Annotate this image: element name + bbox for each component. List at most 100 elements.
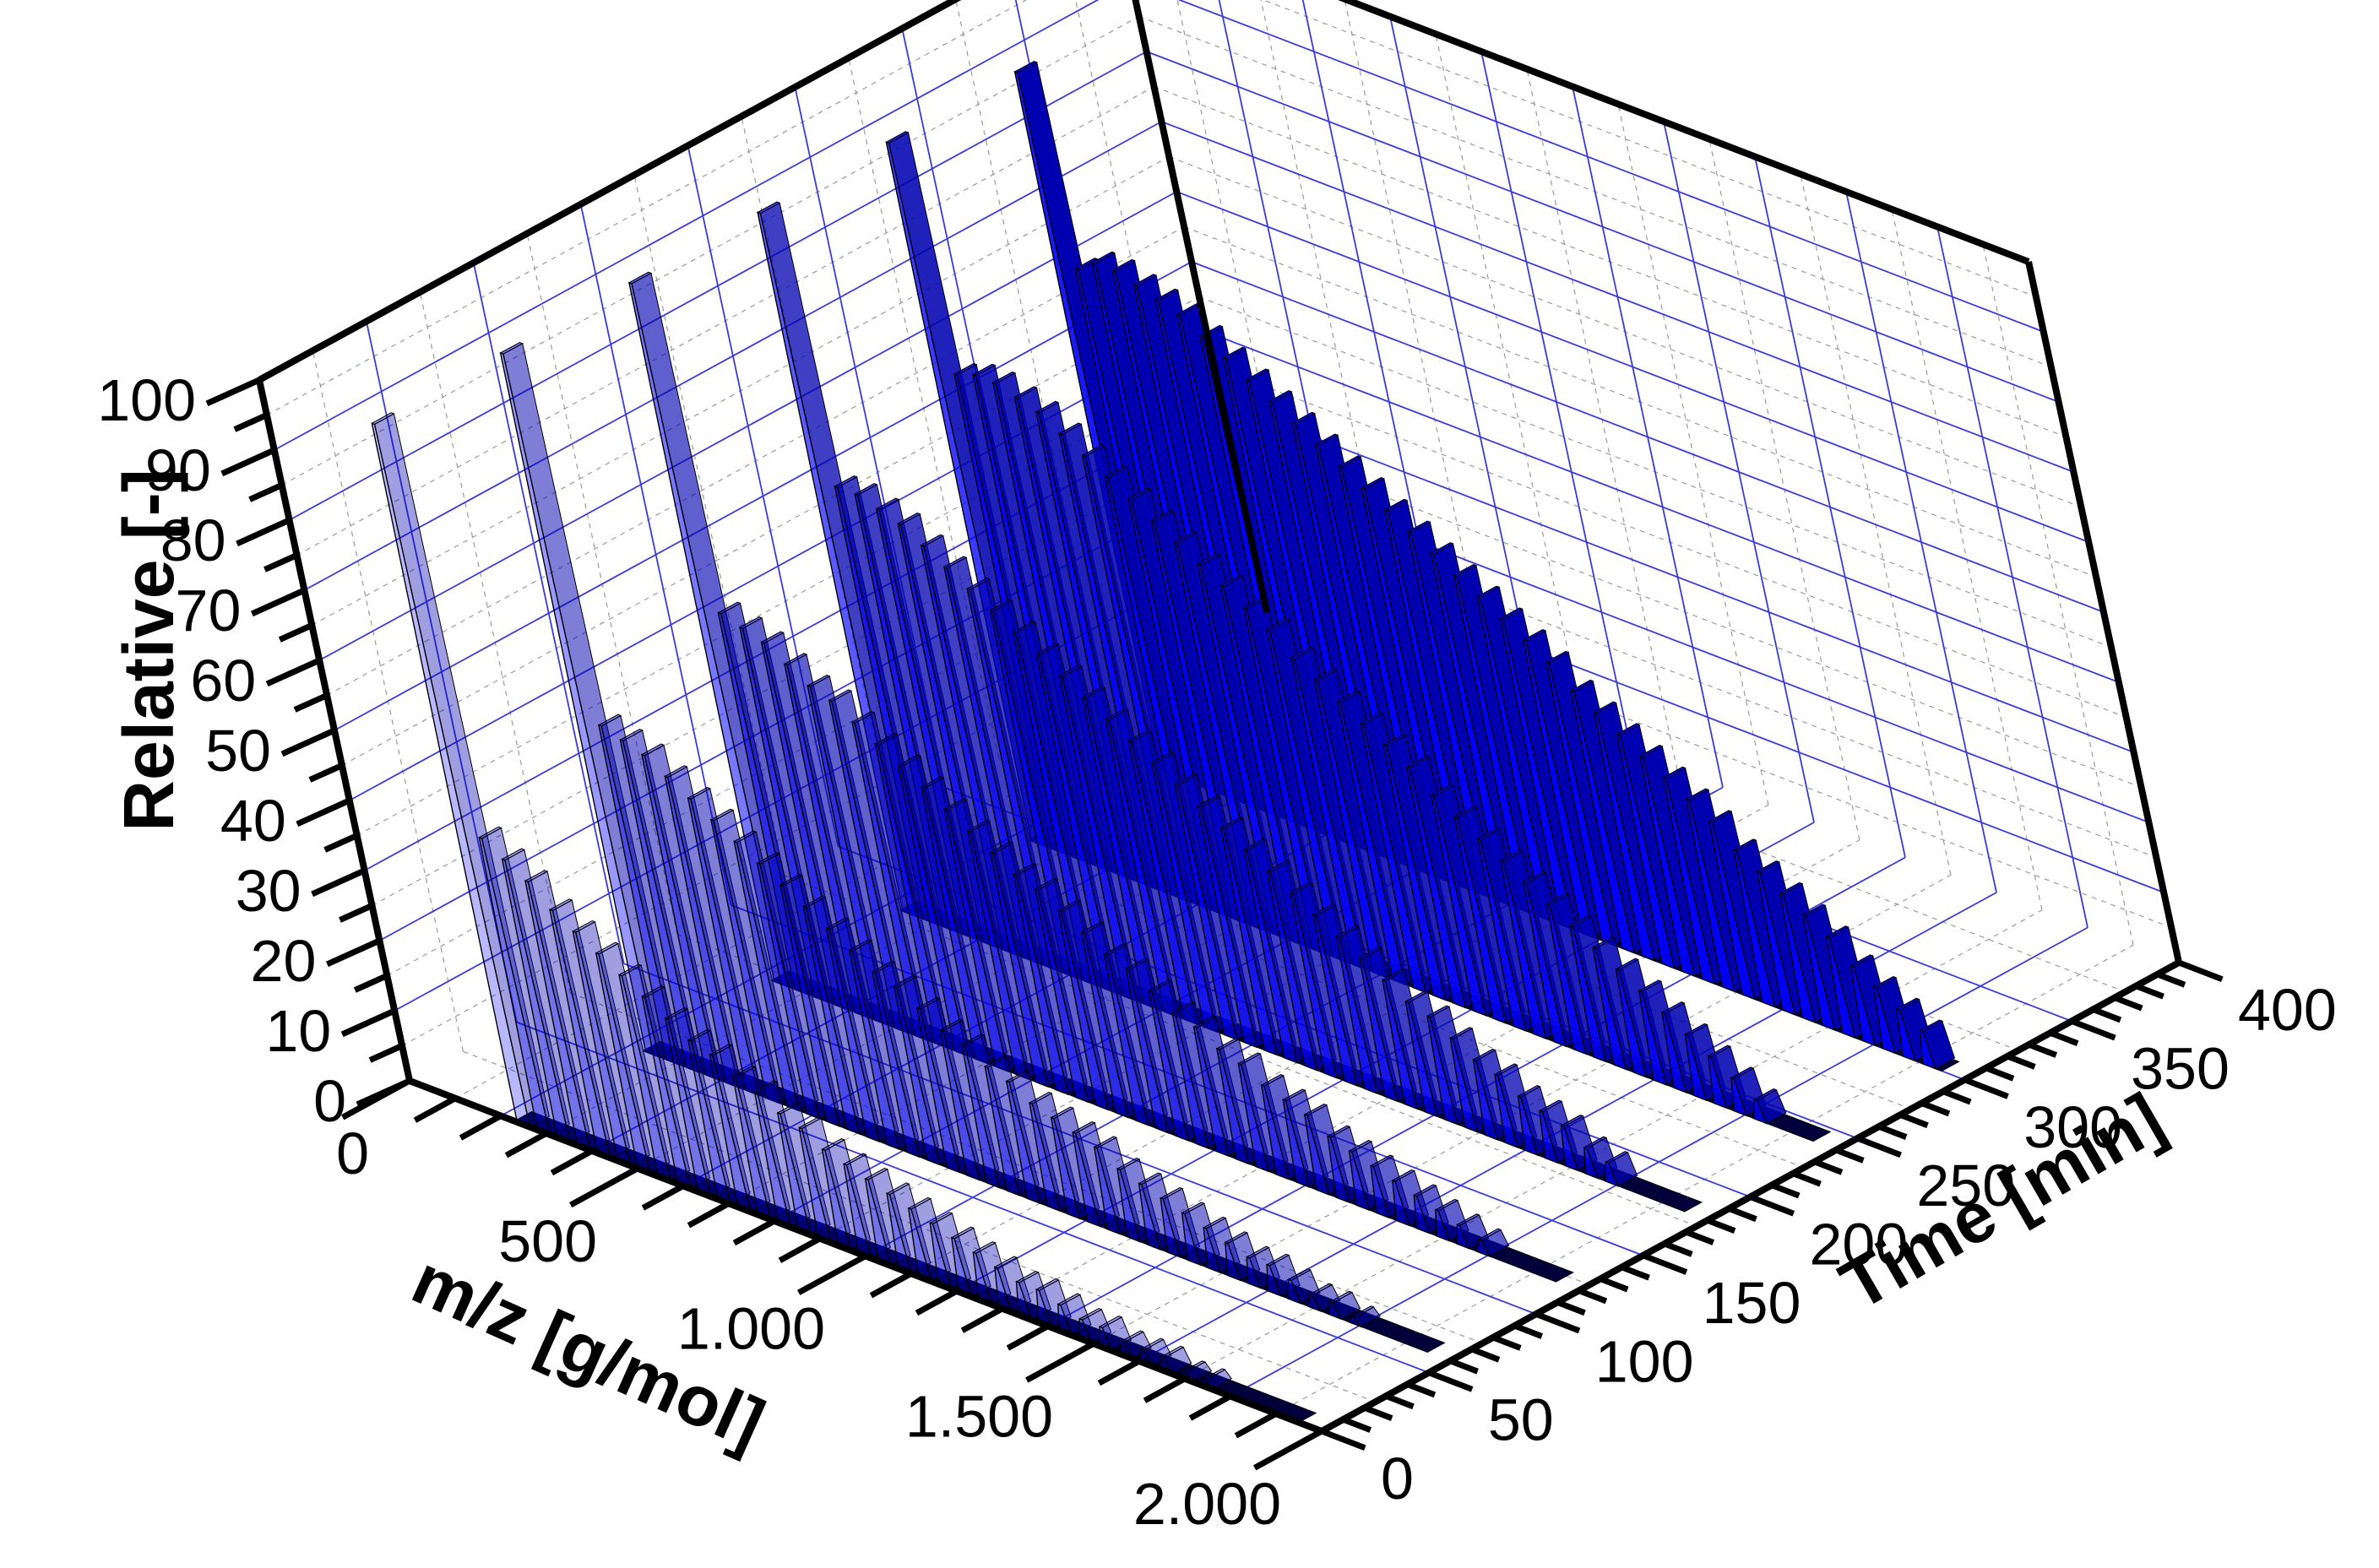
series-t0 [371,412,1317,1424]
peak-mark [779,883,840,1127]
x-tick-minor [641,1183,685,1211]
peak-mark [1148,990,1190,1142]
time-tick-minor [1985,1065,2015,1082]
frame-edge [1338,0,2030,265]
grid-major-line [1572,86,1724,788]
peak-mark [1225,1241,1241,1282]
x-tick-major [341,1077,411,1120]
peak-mark [1327,1300,1343,1321]
peak-mark [1360,722,1426,994]
peak-mark [1348,1149,1371,1212]
grid-major-line [1177,0,2045,333]
x-tick-minor [1188,1393,1232,1421]
peak-mark [1896,1007,1916,1062]
z-tick-major [296,797,351,827]
peak-mark [1684,1033,1708,1102]
peak-mark [1583,1146,1600,1180]
time-tick-minor [1578,1288,1608,1305]
peak-mark [1639,755,1696,978]
peak-mark [1404,1001,1439,1118]
peak-mark [1430,794,1487,1017]
peak-mark [1472,1058,1499,1141]
z-tick-label: 70 [176,578,242,643]
peak-mark [1174,783,1238,1041]
time-tick-minor [2134,983,2164,1000]
z-tick-label: 10 [265,998,331,1064]
time-tick-minor [1834,1147,1865,1164]
grid-major-line [1754,156,1906,858]
time-tick-minor [2028,1041,2058,1058]
peak-mark [1661,1012,1687,1094]
x-tick-minor [778,1235,822,1263]
x-tick-major [797,1253,867,1295]
peak-mark [872,970,921,1158]
time-tick-major [2070,1018,2116,1041]
z-tick-label: 100 [97,367,196,433]
z-tick-minor [248,482,284,502]
peak-mark [756,862,820,1120]
peak-mark [1517,1094,1539,1157]
x-tick-label: 2.000 [1133,1471,1281,1537]
x-tick-minor [459,1113,502,1141]
z-tick-minor [233,412,269,432]
time-tick-label: 200 [1810,1212,1909,1278]
x-tick-minor [1143,1375,1187,1403]
peak-mark [1426,1015,1458,1126]
frame-edge [2025,261,2182,963]
time-tick-minor [1663,1240,1693,1257]
peak-mark [1237,1062,1270,1173]
peak-mark [1733,849,1776,1008]
peak-mark [1138,1182,1161,1251]
z-tick-label: 30 [236,858,301,924]
z-tick-minor [339,903,373,923]
z-tick-major [250,587,306,617]
peak-mark [1171,1011,1210,1150]
peak-mark [1476,838,1527,1033]
time-tick-minor [1770,1182,1801,1199]
peak-mark [1523,881,1567,1048]
peak-mark [984,1065,1021,1197]
peak-mark [893,985,941,1166]
time-tick-minor [2006,1053,2036,1070]
time-tick-minor [1706,1217,1736,1234]
time-tick-label: 150 [1703,1270,1801,1336]
peak-mark [1243,848,1298,1064]
peak-mark [1560,1124,1579,1172]
time-tick-minor [2113,995,2143,1012]
peak-mark [1289,892,1339,1079]
peaks-layer [371,60,1960,1424]
peak-mark [499,351,660,1058]
time-tick-major [1749,1194,1795,1217]
z-tick-label: 80 [160,507,226,573]
x-tick-label: 1.000 [677,1296,825,1362]
z-tick-minor [308,762,344,783]
peak-mark [1615,968,1648,1078]
time-tick-major [1320,1428,1366,1451]
time-tick-minor [1491,1334,1522,1351]
time-tick-minor [1556,1299,1586,1316]
x-tick-label: 1.500 [905,1383,1053,1449]
time-tick-minor [1920,1100,1951,1117]
x-tick-minor [1234,1411,1278,1439]
grid-major-line [1663,121,1815,823]
peak-mark [1449,1037,1479,1133]
z-tick-major [311,867,367,898]
peak-mark [1116,1167,1142,1243]
x-tick-minor [1006,1323,1050,1351]
peak-mark [1456,1223,1471,1250]
time-tick-label: 0 [1381,1446,1414,1511]
z-tick-minor [293,692,329,713]
peak-mark [1605,1161,1620,1187]
z-tick-major [265,657,321,687]
peak-mark [1266,870,1318,1072]
peak-mark [1453,816,1507,1024]
peak-mark [1072,1131,1101,1228]
time-tick-minor [1384,1393,1415,1410]
x-tick-minor [960,1305,1004,1333]
peak-mark [1919,1029,1936,1070]
time-tick-minor [1406,1381,1437,1398]
peak-mark [1029,1102,1062,1213]
peak-mark [1475,1238,1491,1258]
peak-mark [848,949,900,1151]
z-tick-major [325,937,381,968]
